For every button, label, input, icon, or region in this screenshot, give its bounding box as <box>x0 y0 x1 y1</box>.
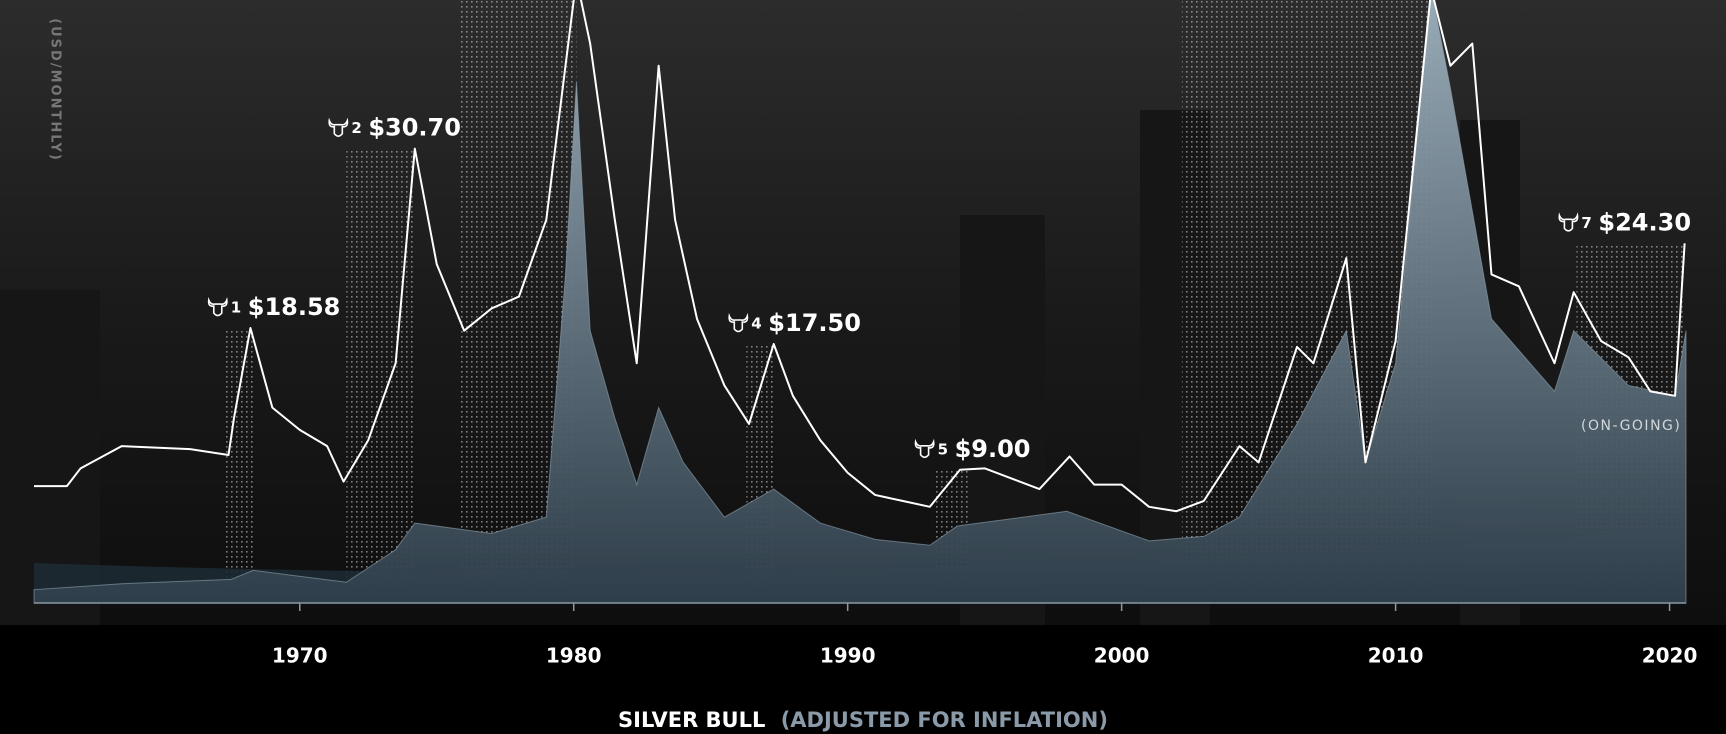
bull-number: 2 <box>351 119 361 137</box>
bull-region <box>225 328 254 603</box>
bull-label: $24.30 <box>1598 208 1691 236</box>
x-tick-label: 2020 <box>1642 644 1698 668</box>
y-axis-label: (USD/MONTHLY) <box>48 18 63 162</box>
bull-icon-shape <box>328 117 349 137</box>
plot-area <box>33 0 1687 604</box>
x-tick-label: 2010 <box>1368 644 1424 668</box>
bull-icon <box>207 296 228 317</box>
bull-icon-shape <box>1558 212 1579 232</box>
bull-region <box>346 148 415 603</box>
area <box>33 0 1687 604</box>
bull-icon <box>1558 212 1579 232</box>
bull-icon <box>328 117 349 137</box>
title-sub: (ADJUSTED FOR INFLATION) <box>781 708 1108 732</box>
bull-icon-shape <box>728 312 749 333</box>
line <box>34 0 1686 513</box>
bull-label: $17.50 <box>768 309 861 337</box>
bull-label: $9.00 <box>955 435 1031 463</box>
axis-band <box>0 625 1726 734</box>
bull-icon-shape <box>914 438 935 459</box>
x-tick-label: 1980 <box>546 644 602 668</box>
bull-number: 5 <box>938 440 948 458</box>
bull-icon <box>728 312 749 333</box>
x-tick-label: 1970 <box>272 644 328 668</box>
bull-number: 7 <box>1581 214 1591 232</box>
x-tick-label: 2000 <box>1094 644 1150 668</box>
bull-label: $30.70 <box>368 114 461 142</box>
bull-icon <box>914 438 935 459</box>
chart-title: SILVER BULL (ADJUSTED FOR INFLATION) <box>618 708 1108 732</box>
title-main: SILVER BULL <box>618 708 765 732</box>
bull-icon-shape <box>207 296 228 317</box>
bull-number: 4 <box>751 315 761 333</box>
bull-label: $18.58 <box>248 293 341 321</box>
bull-number: 1 <box>231 299 241 317</box>
x-tick-label: 1990 <box>820 644 876 668</box>
bull-note: (ON-GOING) <box>1581 418 1681 434</box>
